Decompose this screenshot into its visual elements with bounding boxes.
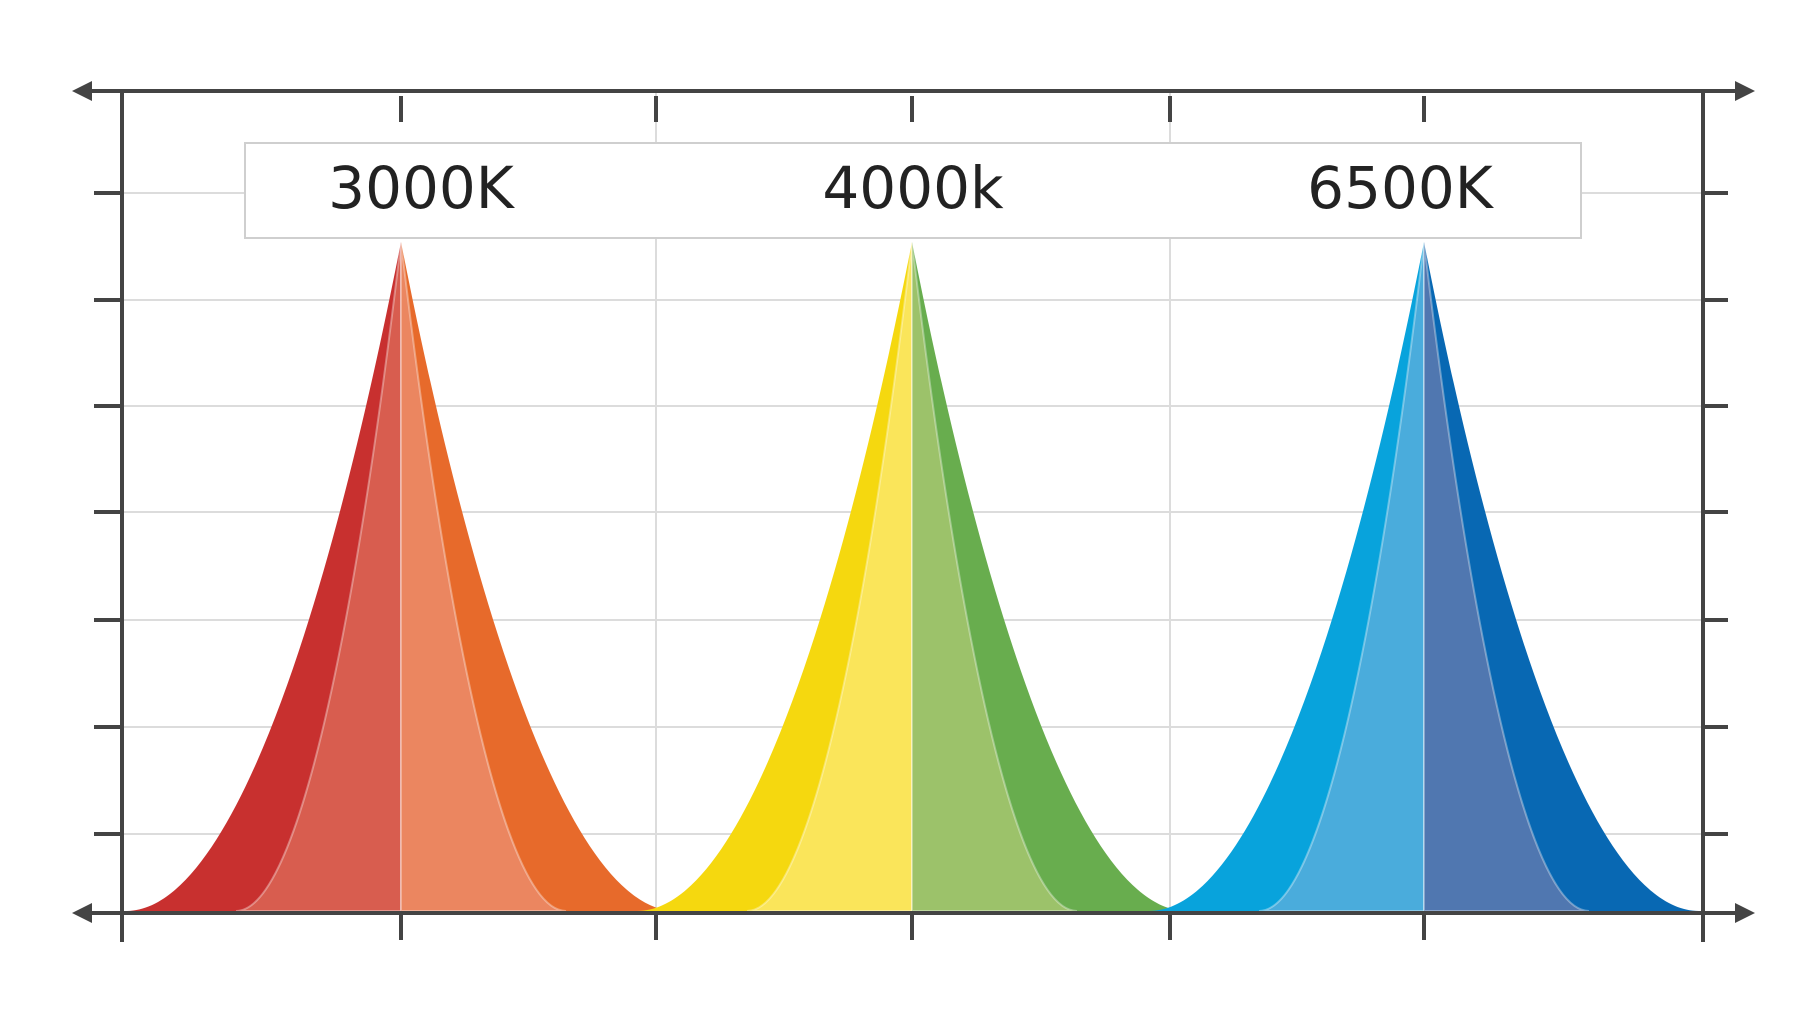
peak-inner-right — [1423, 241, 1590, 912]
label: 3000K — [328, 154, 516, 222]
peak-inner-right — [911, 241, 1078, 912]
peak-inner-left — [235, 241, 402, 912]
peak-inner-left — [746, 241, 913, 912]
label: 6500K — [1307, 154, 1495, 222]
peak-inner-right — [400, 241, 567, 912]
label-box — [244, 142, 1582, 239]
label: 4000k — [822, 154, 1004, 222]
peak-inner-left — [1258, 241, 1425, 912]
ticks — [94, 96, 1728, 940]
peaks — [126, 241, 1699, 912]
